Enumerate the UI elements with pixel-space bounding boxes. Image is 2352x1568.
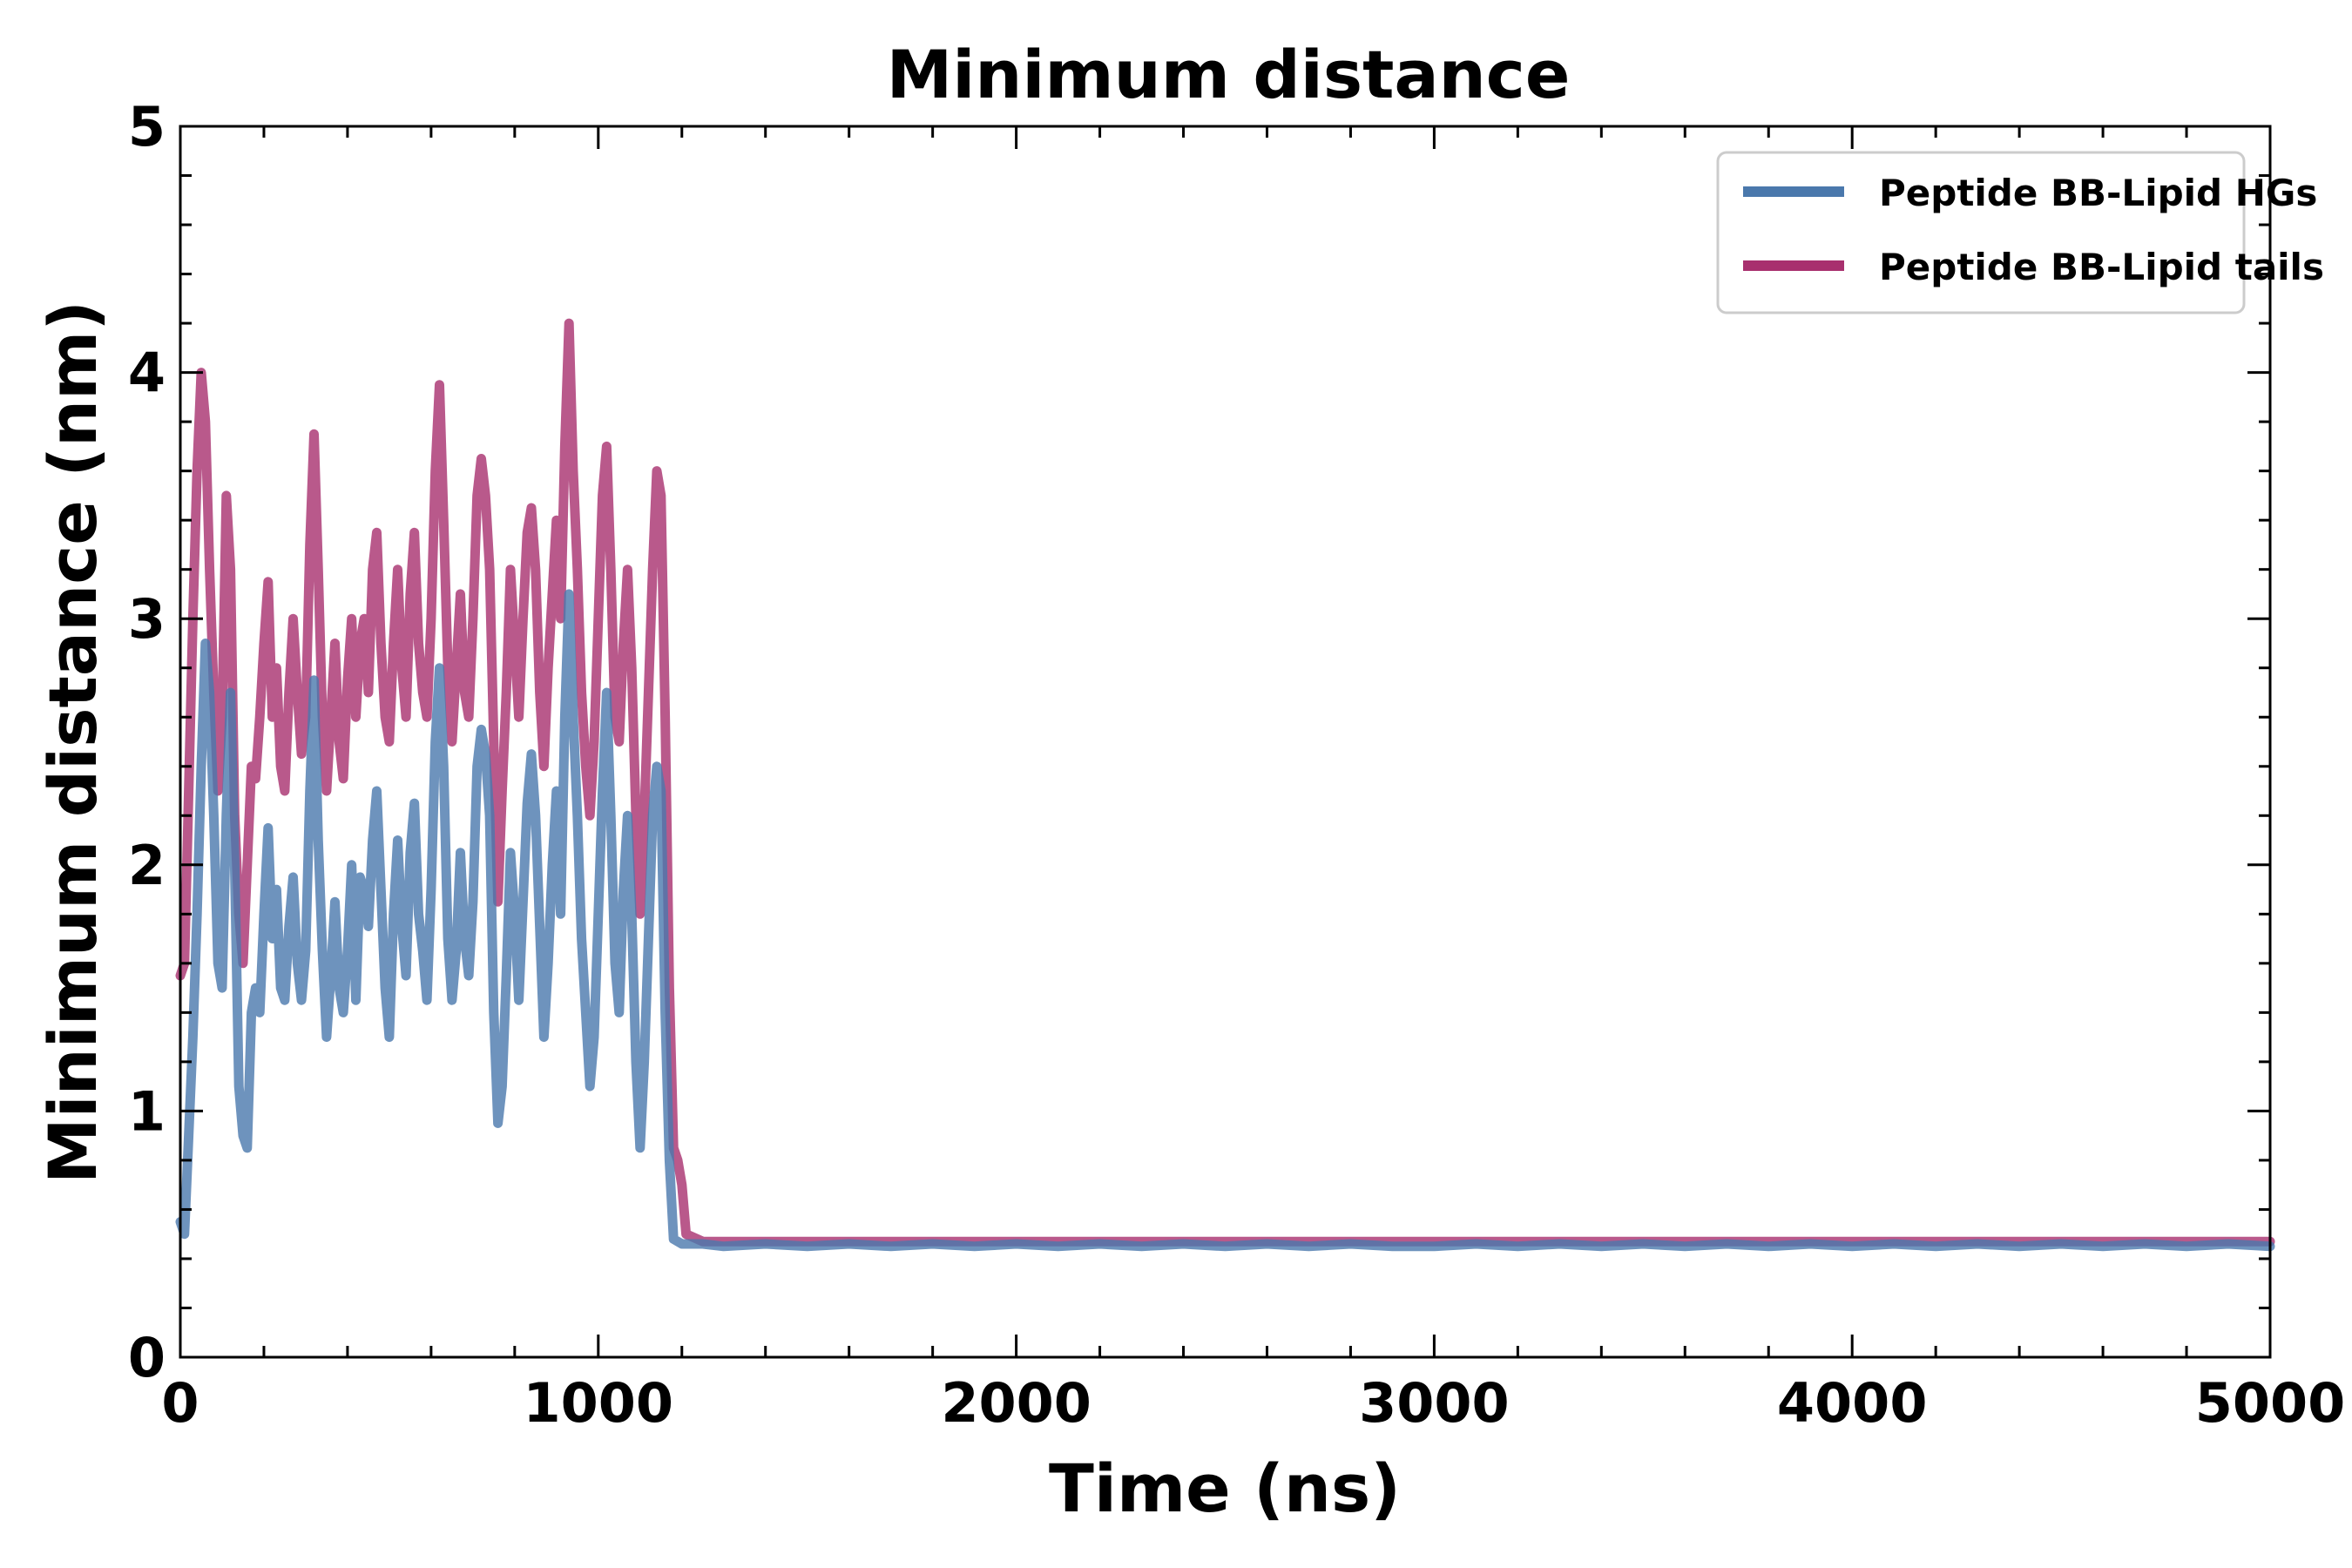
x-tick-labels: 0 1000 2000 3000 4000 5000: [161, 1371, 2345, 1435]
plot-data-layer: [175, 318, 2275, 1252]
x-tick-label: 4000: [1777, 1371, 1928, 1435]
plot-frame: [179, 125, 2272, 1359]
x-tick-label: 5000: [2195, 1371, 2346, 1435]
legend-label-hgs: Peptide BB-Lipid HGs: [1879, 172, 2317, 214]
series-line-hgs: [175, 589, 2275, 1252]
x-tick-label: 1000: [524, 1371, 674, 1435]
y-tick-label: 5: [128, 95, 166, 159]
legend-label-tails: Peptide BB-Lipid tails: [1879, 246, 2324, 288]
y-tick-labels: 0 1 2 3 4 5: [128, 95, 166, 1389]
legend-box: [1716, 151, 2246, 314]
x-tick-label: 3000: [1359, 1371, 1510, 1435]
x-axis-label: Time (ns): [1049, 1450, 1401, 1527]
y-tick-label: 1: [128, 1079, 166, 1143]
y-tick-label: 2: [128, 834, 166, 897]
y-axis-label: Minimum distance (nm): [34, 301, 112, 1184]
y-tick-label: 0: [128, 1326, 166, 1389]
chart-title: Minimum distance: [887, 36, 1571, 113]
x-tick-label: 0: [161, 1371, 199, 1435]
y-tick-label: 4: [128, 341, 166, 405]
axis-ticks: [179, 125, 2272, 1359]
y-tick-label: 3: [128, 587, 166, 651]
x-tick-label: 2000: [941, 1371, 1092, 1435]
legend: Peptide BB-Lipid HGs Peptide BB-Lipid ta…: [1716, 151, 2324, 314]
